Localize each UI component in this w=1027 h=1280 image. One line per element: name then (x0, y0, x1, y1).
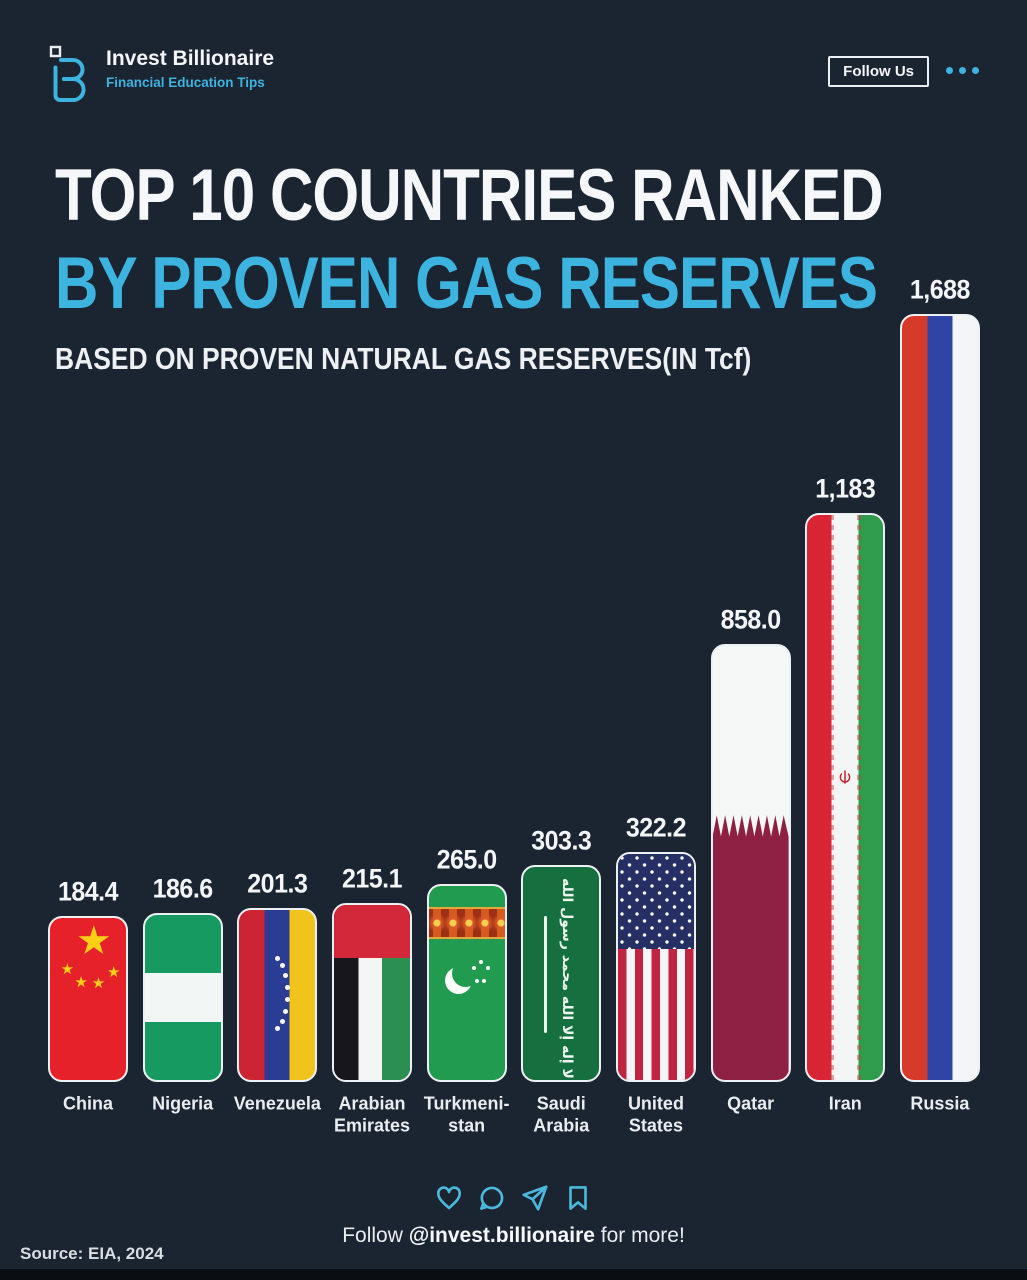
value-label: 303.3 (531, 825, 592, 857)
follow-cta: Follow @invest.billionaire for more! (342, 1224, 685, 1247)
more-menu-icon[interactable] (946, 67, 979, 74)
flag-bar-china: ★ ★ ★ ★ ★ (48, 916, 128, 1082)
country-label: Venezuela (233, 1092, 321, 1114)
bottom-strip (0, 1269, 1027, 1280)
flag-bar-russia (899, 314, 980, 1082)
value-label: 322.2 (625, 812, 687, 844)
title-block: TOP 10 COUNTRIES RANKED BY PROVEN GAS RE… (55, 155, 985, 375)
page-title-line2: BY PROVEN GAS RESERVES (55, 243, 878, 325)
country-label: Russia (910, 1092, 970, 1114)
country-label: Saudi Arabia (533, 1092, 590, 1136)
bar-column-turkmenistan: 265.0 Turkmeni- stan (423, 844, 510, 1150)
flag-bar-saudi-arabia: لا إله إلا الله محمد رسول الله (521, 865, 602, 1082)
share-icon[interactable] (520, 1183, 550, 1213)
bar-chart: 184.4 ★ ★ ★ ★ ★ China 186.6 Nigeria 201.… (48, 274, 980, 1150)
country-label: Iran (828, 1092, 862, 1114)
value-label: 1,688 (909, 274, 971, 306)
bar-column-united-states: 322.2 United States (615, 812, 696, 1150)
bar-column-arabian-emirates: 215.1 Arabian Emirates (331, 863, 412, 1150)
flag-bar-turkmenistan (426, 884, 507, 1082)
value-label: 858.0 (720, 604, 782, 636)
bar-column-nigeria: 186.6 Nigeria (142, 873, 223, 1150)
follow-us-button[interactable]: Follow Us (828, 56, 929, 87)
value-label: 215.1 (341, 863, 403, 895)
flag-bar-qatar (710, 644, 791, 1082)
page-title-line1: TOP 10 COUNTRIES RANKED (55, 155, 884, 237)
flag-bar-nigeria (142, 913, 223, 1082)
country-label: United States (627, 1092, 684, 1136)
bar-column-russia: 1,688 Russia (899, 274, 980, 1150)
social-icons-row (0, 1183, 1027, 1213)
value-label: 186.6 (152, 873, 214, 905)
brand-logo-icon (49, 45, 86, 102)
header: Invest Billionaire Financial Education T… (48, 44, 979, 104)
value-label: 201.3 (247, 868, 308, 900)
heart-icon[interactable] (434, 1183, 464, 1213)
country-label: Turkmeni- stan (423, 1092, 510, 1136)
country-label: Qatar (727, 1092, 775, 1114)
page-subtitle: BASED ON PROVEN NATURAL GAS RESERVES(IN … (55, 342, 752, 376)
flag-bar-united-states (615, 852, 696, 1082)
instagram-handle[interactable]: @invest.billionaire (408, 1224, 595, 1247)
value-label: 1,183 (815, 473, 876, 505)
country-label: Nigeria (152, 1092, 214, 1114)
iran-emblem-icon (839, 770, 851, 784)
brand-name: Invest Billionaire (106, 47, 275, 70)
bar-column-saudi-arabia: 303.3 لا إله إلا الله محمد رسول الله Sau… (521, 825, 602, 1150)
comment-icon[interactable] (477, 1183, 507, 1213)
bar-column-venezuela: 201.3 Venezuela (234, 868, 321, 1150)
country-label: China (62, 1092, 113, 1114)
flag-bar-iran (805, 513, 886, 1082)
bar-column-china: 184.4 ★ ★ ★ ★ ★ China (48, 876, 128, 1150)
value-label: 184.4 (57, 876, 119, 908)
bar-column-iran: 1,183 Iran (805, 473, 886, 1150)
brand-tagline: Financial Education Tips (106, 75, 265, 90)
flag-bar-venezuela (237, 908, 318, 1082)
source-label: Source: EIA, 2024 (20, 1244, 164, 1263)
value-label: 265.0 (436, 844, 498, 876)
country-label: Arabian Emirates (333, 1092, 410, 1136)
flag-bar-arabian-emirates (331, 903, 412, 1082)
bar-column-qatar: 858.0 Qatar (710, 604, 791, 1150)
bookmark-icon[interactable] (563, 1183, 593, 1213)
brand-text: Invest Billionaire Financial Education T… (106, 47, 274, 90)
